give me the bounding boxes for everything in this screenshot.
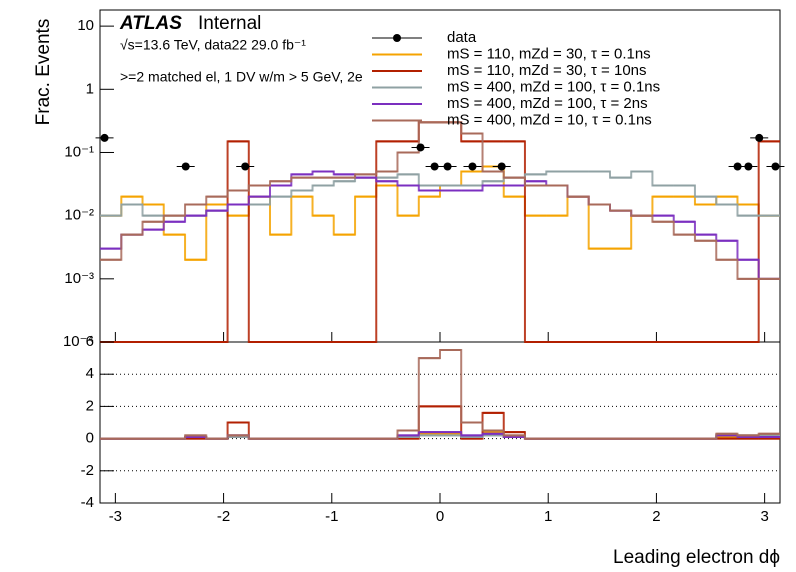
y-tick-label: 10 [77, 17, 94, 34]
y-tick-label: 10⁻³ [64, 270, 94, 287]
y-tick-label: 10⁻¹ [64, 143, 94, 160]
ratio-frame [99, 341, 781, 504]
legend-label: mS = 400, mZd = 100, τ = 2ns [447, 95, 648, 112]
x-tick-label: -2 [217, 508, 230, 525]
selection-label: >=2 matched el, 1 DV w/m > 5 GeV, 2e [120, 69, 363, 85]
x-tick-label: 0 [436, 508, 444, 525]
x-tick-label: 1 [544, 508, 552, 525]
y-tick-label: 2 [86, 397, 94, 414]
y-tick-label: 6 [86, 333, 94, 350]
step-outline [100, 349, 780, 440]
y-axis-label: Frac. Events [33, 19, 54, 126]
step-outline [100, 121, 780, 343]
x-axis-label: Leading electron dϕ [613, 547, 780, 568]
step-outline [100, 121, 780, 280]
step-outline [100, 165, 780, 261]
legend-label: mS = 110, mZd = 30, τ = 10ns [447, 62, 647, 79]
y-tick-label: -4 [81, 494, 94, 511]
y-tick-label: -2 [81, 462, 94, 479]
y-tick-label: 1 [86, 80, 94, 97]
atlas-status: Internal [198, 13, 261, 34]
y-tick-label: 10⁻² [64, 207, 94, 224]
y-tick-label: 4 [86, 365, 94, 382]
energy-label: √s=13.6 TeV, data22 29.0 fb⁻¹ [120, 37, 306, 53]
legend-label: data [447, 29, 477, 46]
x-tick-label: 2 [652, 508, 660, 525]
legend-label: mS = 400, mZd = 10, τ = 0.1ns [447, 111, 652, 128]
atlas-label: ATLAS [119, 13, 182, 34]
y-tick-label: 0 [86, 430, 94, 447]
x-tick-label: -1 [325, 508, 338, 525]
step-outline [100, 170, 780, 280]
x-tick-label: 3 [760, 508, 768, 525]
legend-marker [393, 34, 401, 42]
x-tick-label: -3 [109, 508, 122, 525]
legend-label: mS = 400, mZd = 100, τ = 0.1ns [447, 78, 660, 95]
legend-label: mS = 110, mZd = 30, τ = 0.1ns [447, 45, 651, 62]
top-frame [99, 9, 781, 343]
y-tick-label: 10⁻⁴ [63, 333, 94, 350]
